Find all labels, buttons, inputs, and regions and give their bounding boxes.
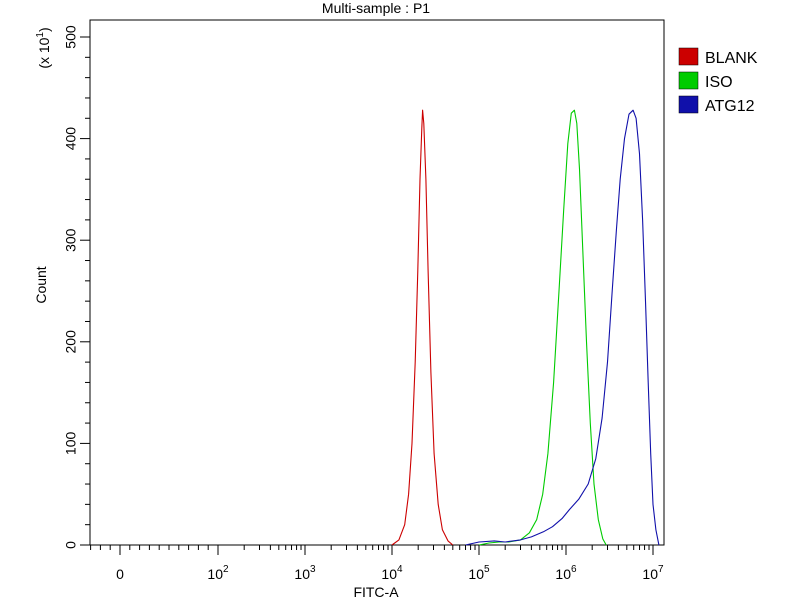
y-tick-label: 0 <box>63 541 79 549</box>
chart-title: Multi-sample : P1 <box>322 0 430 16</box>
legend-swatch-iso <box>678 71 699 90</box>
y-multiplier-label: (x 101) <box>35 27 52 68</box>
y-tick-label: 500 <box>63 25 79 49</box>
x-tick-label: 106 <box>555 564 577 582</box>
y-axis: 0 100 200 300 400 500 <box>63 25 90 549</box>
legend-swatch-atg12 <box>678 95 699 114</box>
x-tick-label: 0 <box>116 566 124 582</box>
series-blank-line <box>391 109 454 546</box>
y-tick-label: 200 <box>63 330 79 354</box>
y-tick-label: 100 <box>63 432 79 456</box>
legend: BLANK ISO ATG12 <box>678 47 758 115</box>
legend-swatch-blank <box>678 47 699 66</box>
y-tick-label: 400 <box>63 127 79 151</box>
x-tick-label: 103 <box>294 564 316 582</box>
x-tick-label: 107 <box>642 564 664 582</box>
x-axis: 0 102 103 104 105 106 107 <box>90 545 664 582</box>
x-tick-label: 102 <box>207 564 229 582</box>
legend-label-iso: ISO <box>705 74 733 91</box>
y-tick-label: 300 <box>63 228 79 252</box>
y-axis-label: Count <box>33 266 49 303</box>
x-tick-label: 105 <box>468 564 490 582</box>
plot-area <box>89 19 665 546</box>
legend-label-atg12: ATG12 <box>705 98 755 115</box>
legend-label-blank: BLANK <box>705 50 758 67</box>
x-tick-label: 104 <box>381 564 403 582</box>
x-axis-label: FITC-A <box>353 584 399 600</box>
series-atg12-line <box>465 109 660 546</box>
series-group <box>391 109 660 546</box>
